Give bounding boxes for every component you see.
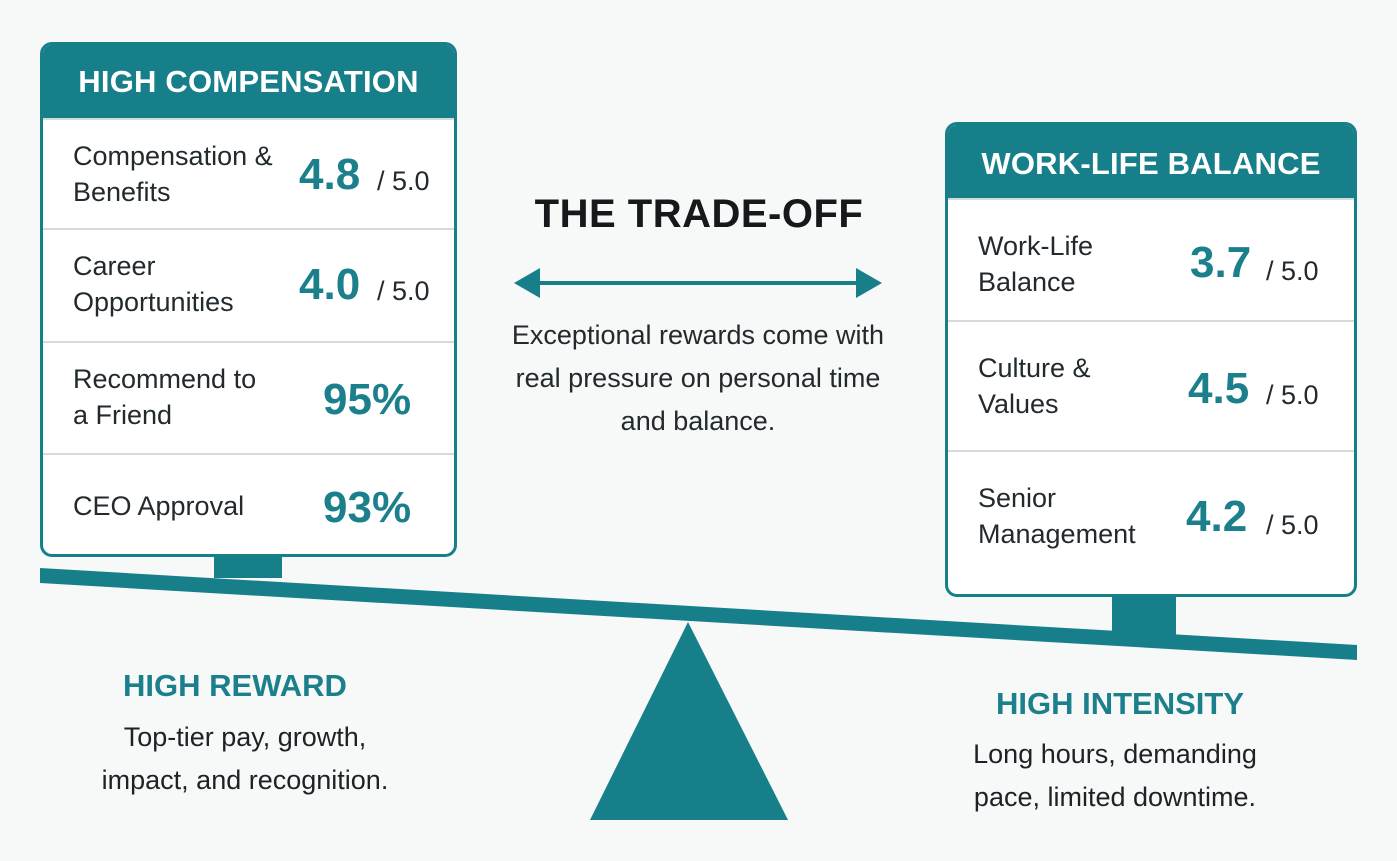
metric-suffix: / 5.0: [1266, 380, 1319, 410]
trade-off-description: Exceptional rewards come with real press…: [511, 320, 885, 436]
left-card-post: [214, 553, 282, 578]
right-card-post: [1112, 595, 1176, 637]
card-header: WORK-LIFE BALANCE: [948, 125, 1354, 198]
metric-value: 4.0: [299, 260, 361, 309]
metric-suffix: / 5.0: [377, 276, 430, 306]
metric-value: 4.2: [1186, 492, 1248, 541]
metric-value: 4.8: [299, 150, 361, 199]
high-reward-text: Top-tier pay, growth, impact, and recogn…: [101, 722, 389, 795]
metric-value: 3.7: [1190, 238, 1252, 287]
metric-row-ceo-approval: CEO Approval 93%: [43, 453, 454, 554]
metric-row-career-opportunities: Career Opportunities 4.0 / 5.0: [43, 228, 454, 341]
metric-suffix: / 5.0: [1266, 510, 1319, 540]
metric-label: CEO Approval: [73, 491, 245, 521]
metric-label: Culture & Values: [978, 353, 1091, 419]
high-reward-title: HIGH REWARD: [123, 668, 347, 703]
metric-value: 95%: [323, 375, 412, 424]
metric-label: Senior Management: [978, 483, 1136, 549]
high-compensation-card: HIGH COMPENSATION Compensation & Benefit…: [40, 42, 457, 557]
metric-suffix: / 5.0: [1266, 256, 1319, 286]
work-life-balance-card: WORK-LIFE BALANCE Work-Life Balance 3.7 …: [945, 122, 1357, 597]
triangle-fulcrum-icon: [590, 622, 788, 820]
metric-row-work-life-balance: Work-Life Balance 3.7 / 5.0: [948, 198, 1354, 320]
metric-label: Work-Life Balance: [978, 231, 1094, 297]
metric-value: 4.5: [1188, 364, 1250, 413]
metric-label: Recommend to a Friend: [73, 364, 257, 430]
metric-row-compensation-benefits: Compensation & Benefits 4.8 / 5.0: [43, 118, 454, 228]
scale-beam: [40, 568, 1357, 660]
metric-row-senior-management: Senior Management 4.2 / 5.0: [948, 450, 1354, 594]
double-headed-arrow-icon: [514, 268, 882, 298]
metric-label: Compensation & Benefits: [73, 141, 273, 207]
metric-suffix: / 5.0: [377, 166, 430, 196]
card-header: HIGH COMPENSATION: [43, 45, 454, 118]
high-intensity-title: HIGH INTENSITY: [995, 686, 1244, 721]
high-intensity-text: Long hours, demanding pace, limited down…: [973, 739, 1257, 812]
metric-row-recommend-to-friend: Recommend to a Friend 95%: [43, 341, 454, 453]
metric-value: 93%: [323, 483, 412, 532]
metric-label: Career Opportunities: [73, 251, 234, 317]
metric-row-culture-values: Culture & Values 4.5 / 5.0: [948, 320, 1354, 450]
trade-off-title: THE TRADE-OFF: [534, 192, 864, 236]
